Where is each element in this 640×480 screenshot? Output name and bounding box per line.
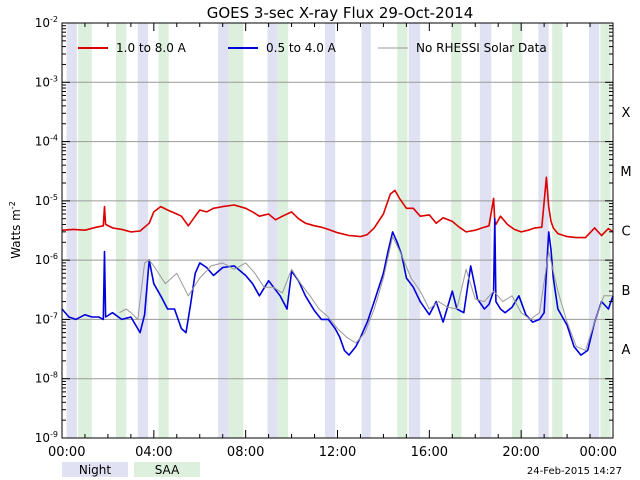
flare-class-C: C [621, 225, 630, 240]
x-tick-label: 00:00 [48, 445, 85, 460]
y-axis-label: Watts m-2 [8, 201, 23, 259]
night-band [137, 23, 149, 438]
x-tick-label: 20:00 [502, 445, 539, 460]
y-tick-label: 10-6 [35, 252, 58, 267]
saa-band [397, 23, 408, 438]
chart-title: GOES 3-sec X-ray Flux 29-Oct-2014 [207, 4, 474, 22]
x-tick-label: 08:00 [227, 445, 264, 460]
timestamp: 24-Feb-2015 14:27 [527, 466, 622, 477]
x-tick-label: 04:00 [135, 445, 172, 460]
legend-label-3: No RHESSI Solar Data [416, 41, 547, 55]
saa-band [158, 23, 169, 438]
y-tick-label: 10-7 [35, 311, 58, 326]
x-tick-label: 12:00 [319, 445, 356, 460]
y-tick-label: 10-9 [35, 430, 58, 445]
saa-band [228, 23, 244, 438]
night-band [66, 23, 77, 438]
saa-key-swatch [134, 462, 200, 477]
night-key-label: Night [79, 463, 112, 477]
y-tick-label: 10-5 [35, 193, 58, 208]
y-tick-label: 10-2 [35, 15, 58, 30]
flare-class-B: B [622, 284, 631, 299]
night-band [538, 23, 549, 438]
y-tick-label: 10-4 [35, 134, 58, 149]
y-axis-ticks: 10-9 10-8 10-7 10-6 10-5 10-4 10-3 10-2 [35, 15, 613, 445]
saa-band [552, 23, 563, 438]
night-band [588, 23, 600, 438]
x-tick-label: 00:00 [580, 445, 617, 460]
night-band [408, 23, 421, 438]
saa-key-label: SAA [155, 463, 180, 477]
flare-class-A: A [622, 343, 631, 358]
night-band [218, 23, 229, 438]
legend-label-2: 0.5 to 4.0 A [266, 41, 337, 55]
x-axis-ticks: 00:00 04:00 08:00 12:00 16:00 20:00 00:00 [48, 23, 617, 460]
night-band [479, 23, 492, 438]
saa-band [277, 23, 289, 438]
flare-class-M: M [620, 165, 631, 180]
night-key-swatch [62, 462, 128, 477]
y-tick-label: 10-8 [35, 371, 58, 386]
series-lines [61, 176, 614, 356]
series-line-1 [61, 176, 614, 239]
x-tick-label: 16:00 [411, 445, 448, 460]
flare-class-X: X [622, 106, 631, 121]
grid-lines [62, 81, 613, 380]
legend-label-1: 1.0 to 8.0 A [116, 41, 187, 55]
flare-class-labels: A B C M X [620, 106, 631, 358]
night-band [361, 23, 371, 438]
y-axis-label-exp: -2 [8, 201, 17, 209]
legend: 1.0 to 8.0 A 0.5 to 4.0 A No RHESSI Solar … [78, 41, 547, 55]
series-line-3 [119, 236, 613, 351]
saa-band [451, 23, 462, 438]
y-tick-label: 10-3 [35, 74, 58, 89]
night-band [267, 23, 278, 438]
y-axis-label-base: Watts m [9, 209, 23, 259]
saa-band [115, 23, 127, 438]
